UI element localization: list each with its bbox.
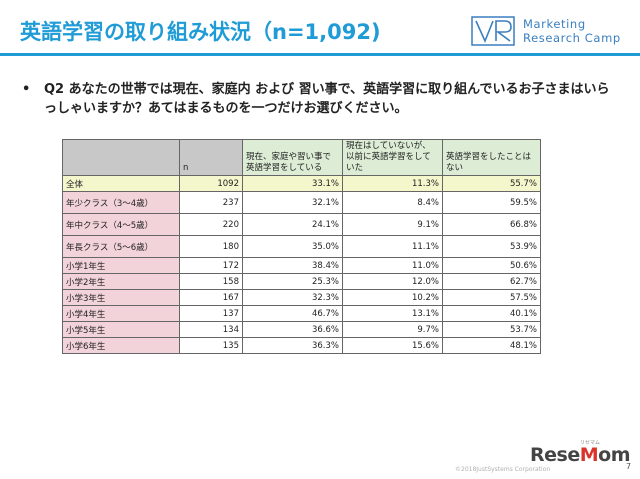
row-value-currently-learning: 36.6% — [242, 321, 343, 338]
row-label: 年長クラス（5～6歳） — [62, 235, 180, 258]
row-n: 135 — [179, 337, 243, 354]
row-label: 小学5年生 — [62, 321, 180, 338]
row-value-previously-learned: 12.0% — [342, 273, 443, 290]
logo-line-2: Research Camp — [523, 31, 621, 45]
row-label: 小学1年生 — [62, 257, 180, 274]
brand-suffix: om — [598, 444, 630, 466]
row-value-previously-learned: 10.2% — [342, 289, 443, 306]
row-value-previously-learned: 8.4% — [342, 191, 443, 214]
header-divider — [0, 53, 640, 56]
table-row: 小学4年生 137 46.7% 13.1% 40.1% — [62, 305, 541, 322]
row-value-currently-learning: 33.1% — [242, 175, 343, 192]
row-value-previously-learned: 11.3% — [342, 175, 443, 192]
table-row: 年少クラス（3～4歳） 237 32.1% 8.4% 59.5% — [62, 191, 541, 214]
row-value-previously-learned: 11.1% — [342, 235, 443, 258]
header-currently-learning: 現在、家庭や習い事で英語学習をしている — [242, 139, 343, 176]
row-value-currently-learning: 38.4% — [242, 257, 343, 274]
row-n: 172 — [179, 257, 243, 274]
row-value-never-learned: 66.8% — [442, 213, 541, 236]
row-label: 小学6年生 — [62, 337, 180, 354]
row-value-currently-learning: 32.1% — [242, 191, 343, 214]
row-value-currently-learning: 25.3% — [242, 273, 343, 290]
header-previously-learned: 現在はしていないが、以前に英語学習をしていた — [342, 139, 443, 176]
row-value-previously-learned: 9.1% — [342, 213, 443, 236]
results-table: n 現在、家庭や習い事で英語学習をしている 現在はしていないが、以前に英語学習を… — [62, 139, 541, 354]
question-block: • Q2 あなたの世帯では現在、家庭内 および 習い事で、英語学習に取り組んでい… — [22, 80, 622, 118]
row-label: 小学2年生 — [62, 273, 180, 290]
table-row: 小学6年生 135 36.3% 15.6% 48.1% — [62, 337, 541, 354]
row-n: 158 — [179, 273, 243, 290]
row-value-never-learned: 50.6% — [442, 257, 541, 274]
page-title: 英語学習の取り組み状況（n=1,092) — [20, 20, 381, 44]
row-value-never-learned: 62.7% — [442, 273, 541, 290]
table-row: 小学1年生 172 38.4% 11.0% 50.6% — [62, 257, 541, 274]
page-number: 7 — [626, 462, 632, 471]
brand-logo: Marketing Research Camp — [471, 16, 631, 48]
row-value-never-learned: 48.1% — [442, 337, 541, 354]
row-n: 134 — [179, 321, 243, 338]
row-value-previously-learned: 11.0% — [342, 257, 443, 274]
row-value-never-learned: 55.7% — [442, 175, 541, 192]
row-n: 137 — [179, 305, 243, 322]
row-label: 小学3年生 — [62, 289, 180, 306]
table-row: 年長クラス（5～6歳） 180 35.0% 11.1% 53.9% — [62, 235, 541, 258]
row-label: 全体 — [62, 175, 180, 192]
row-n: 180 — [179, 235, 243, 258]
row-value-currently-learning: 35.0% — [242, 235, 343, 258]
row-value-currently-learning: 36.3% — [242, 337, 343, 354]
brand-prefix: Rese — [530, 444, 580, 466]
row-n: 1092 — [179, 175, 243, 192]
row-label: 年中クラス（4～5歳） — [62, 213, 180, 236]
table-header-row: n 現在、家庭や習い事で英語学習をしている 現在はしていないが、以前に英語学習を… — [62, 139, 541, 176]
row-value-never-learned: 57.5% — [442, 289, 541, 306]
brand-m: M — [579, 444, 599, 466]
header-n: n — [179, 139, 243, 176]
bullet-icon: • — [22, 82, 31, 97]
table-row: 年中クラス（4～5歳） 220 24.1% 9.1% 66.8% — [62, 213, 541, 236]
header-never-learned: 英語学習をしたことはない — [442, 139, 541, 176]
row-label: 年少クラス（3～4歳） — [62, 191, 180, 214]
row-value-never-learned: 40.1% — [442, 305, 541, 322]
row-label: 小学4年生 — [62, 305, 180, 322]
row-value-previously-learned: 9.7% — [342, 321, 443, 338]
row-value-never-learned: 53.9% — [442, 235, 541, 258]
row-value-currently-learning: 46.7% — [242, 305, 343, 322]
row-value-never-learned: 59.5% — [442, 191, 541, 214]
copyright-text: ©2018JustSystems Corporation — [455, 466, 551, 473]
logo-line-1: Marketing — [523, 17, 586, 31]
row-value-previously-learned: 15.6% — [342, 337, 443, 354]
brand-small-text: リセマム — [580, 440, 601, 446]
row-value-previously-learned: 13.1% — [342, 305, 443, 322]
table-row: 小学5年生 134 36.6% 9.7% 53.7% — [62, 321, 541, 338]
row-value-currently-learning: 24.1% — [242, 213, 343, 236]
header-corner — [62, 139, 180, 176]
row-value-currently-learning: 32.3% — [242, 289, 343, 306]
row-n: 237 — [179, 191, 243, 214]
row-n: 167 — [179, 289, 243, 306]
table-row-total: 全体 1092 33.1% 11.3% 55.7% — [62, 175, 541, 192]
table-row: 小学2年生 158 25.3% 12.0% 62.7% — [62, 273, 541, 290]
mrc-logo-icon — [471, 16, 515, 46]
row-n: 220 — [179, 213, 243, 236]
resemom-logo: ReseMom — [530, 444, 630, 466]
question-text: Q2 あなたの世帯では現在、家庭内 および 習い事で、英語学習に取り組んでいるお… — [44, 82, 610, 116]
row-value-never-learned: 53.7% — [442, 321, 541, 338]
table-row: 小学3年生 167 32.3% 10.2% 57.5% — [62, 289, 541, 306]
